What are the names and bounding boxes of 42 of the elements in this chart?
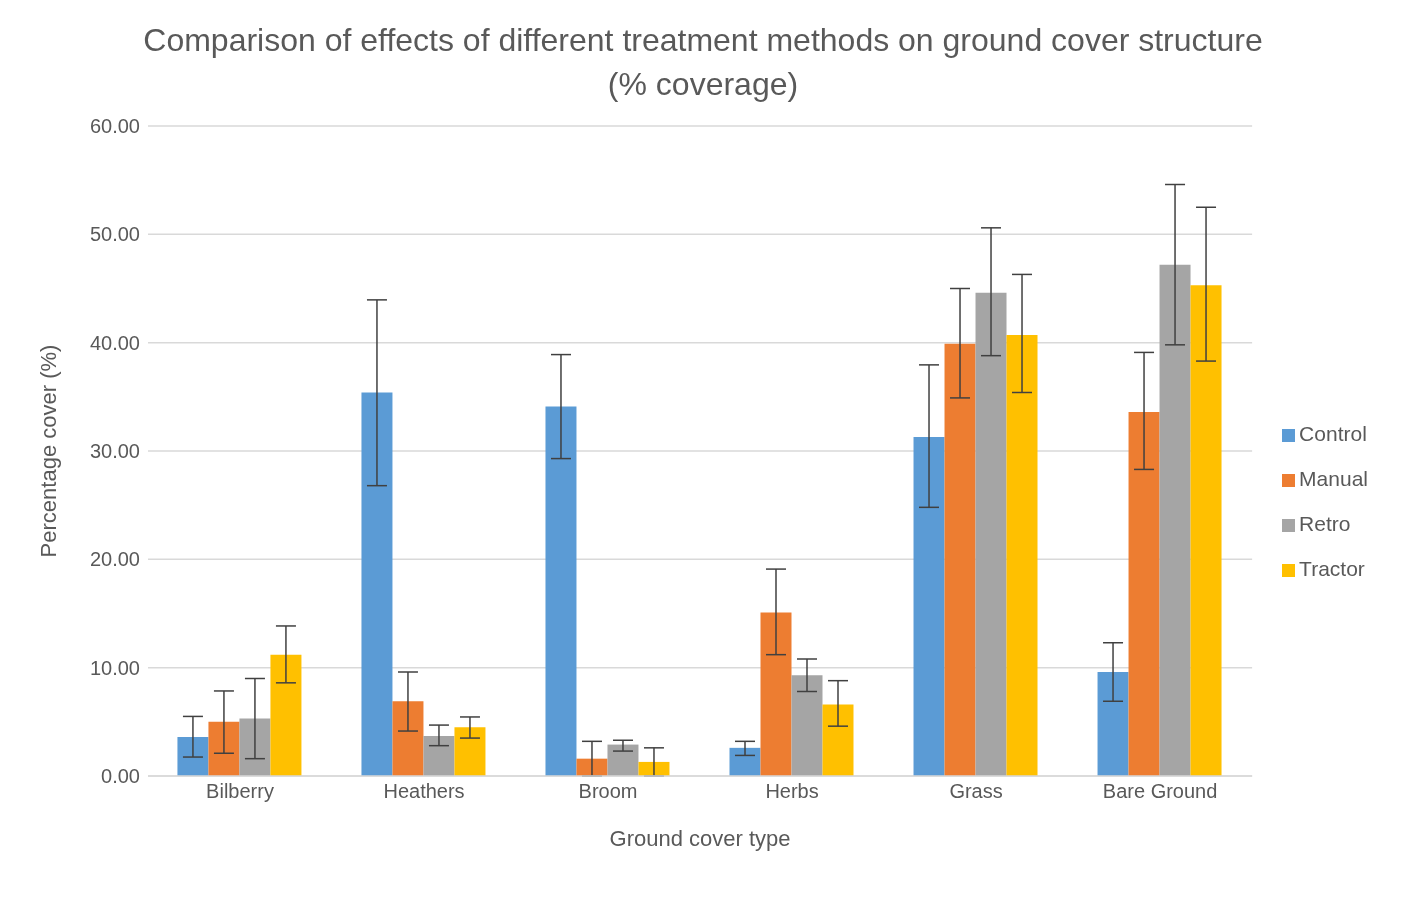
legend-label: Tractor [1299, 557, 1365, 580]
bar [361, 392, 393, 776]
bar [913, 436, 945, 776]
x-tick-label: Broom [578, 780, 638, 803]
y-tick-label: 50.00 [89, 223, 140, 246]
chart-title: Comparison of effects of different treatment methods on ground cover structure (% coverage) [142, 21, 1264, 104]
y-tick-label: 10.00 [89, 656, 140, 679]
bar [822, 704, 854, 776]
bar [1159, 264, 1191, 776]
bar [760, 612, 792, 776]
bar [454, 727, 486, 776]
legend-label: Manual [1299, 467, 1368, 490]
y-tick-label: 40.00 [89, 331, 140, 354]
bar [729, 747, 761, 776]
x-tick-label: Herbs [765, 780, 819, 803]
bar [270, 654, 302, 776]
bar [1128, 412, 1160, 776]
y-axis-title: Percentage cover (%) [35, 344, 61, 558]
bar [208, 721, 240, 776]
bar [423, 735, 455, 776]
bar [239, 718, 271, 776]
y-tick-label: 30.00 [89, 440, 140, 463]
bar [944, 343, 976, 776]
legend-label: Control [1299, 422, 1367, 445]
y-tick-label: 0.00 [101, 765, 140, 788]
bar [1006, 335, 1038, 776]
bar [975, 292, 1007, 776]
x-axis-title: Ground cover type [609, 826, 791, 851]
bar [177, 737, 209, 776]
bar [545, 406, 577, 776]
x-tick-label: Bilberry [206, 780, 274, 803]
bar [1190, 285, 1222, 776]
x-tick-label: Bare Ground [1102, 780, 1218, 803]
y-tick-label: 20.00 [89, 548, 140, 571]
y-tick-label: 60.00 [89, 115, 140, 138]
x-tick-label: Grass [949, 780, 1003, 803]
x-tick-label: Heathers [383, 780, 465, 803]
legend-label: Retro [1299, 512, 1351, 535]
bar [791, 675, 823, 776]
bar [1097, 672, 1129, 776]
bar [392, 701, 424, 776]
bar [607, 744, 639, 776]
